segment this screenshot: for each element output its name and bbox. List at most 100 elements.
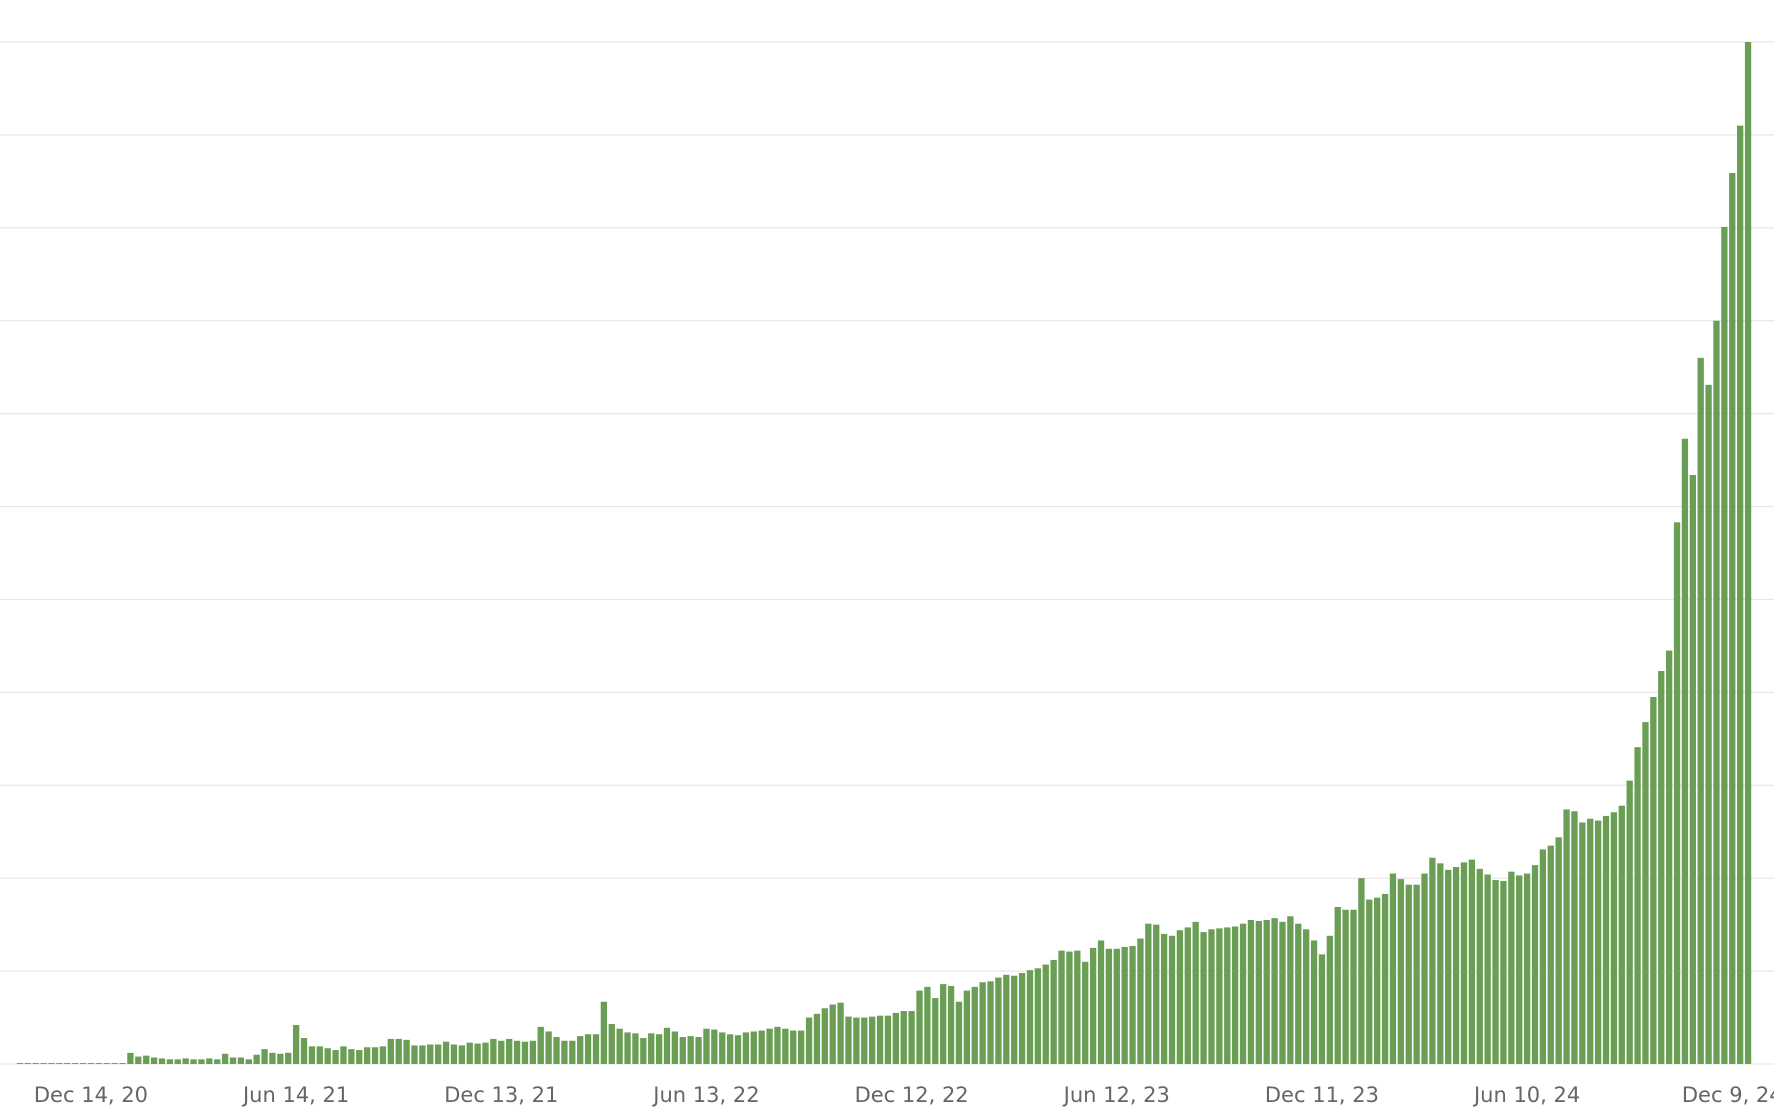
bar — [490, 1038, 497, 1064]
bar — [1492, 880, 1499, 1064]
bar — [853, 1017, 860, 1064]
bar — [695, 1037, 702, 1064]
x-tick-label: Dec 13, 21 — [444, 1083, 558, 1107]
bar — [332, 1050, 339, 1064]
bar — [72, 1063, 79, 1064]
bar — [513, 1040, 521, 1064]
bar — [1729, 173, 1736, 1064]
bar — [608, 1024, 615, 1064]
bar — [592, 1034, 600, 1064]
bar — [1650, 697, 1657, 1064]
bar — [687, 1036, 694, 1064]
bar — [869, 1016, 876, 1064]
bar — [458, 1045, 465, 1064]
x-tick-label: Dec 9, 24 — [1682, 1083, 1774, 1107]
bar — [64, 1063, 71, 1064]
bar — [655, 1034, 663, 1064]
bar — [1618, 805, 1625, 1064]
bar — [1239, 923, 1247, 1064]
bar — [1318, 954, 1326, 1064]
bar — [1279, 921, 1286, 1064]
bar — [221, 1053, 229, 1064]
bar — [1397, 879, 1405, 1064]
bar — [387, 1038, 394, 1064]
bar — [1224, 927, 1231, 1064]
bar — [797, 1030, 805, 1064]
bar — [1366, 899, 1373, 1064]
bar — [1097, 940, 1105, 1064]
bar — [143, 1055, 150, 1064]
bar — [1445, 869, 1452, 1064]
bar — [1129, 946, 1136, 1064]
bar — [537, 1026, 544, 1064]
bar — [482, 1042, 489, 1064]
bar — [521, 1041, 529, 1064]
bar — [845, 1016, 852, 1064]
bar — [1184, 927, 1191, 1064]
bar — [1247, 919, 1255, 1064]
bar — [1658, 670, 1665, 1064]
bar — [932, 998, 939, 1064]
bar — [553, 1037, 560, 1064]
bar — [1452, 867, 1460, 1064]
bar — [995, 977, 1002, 1064]
bar — [940, 984, 947, 1064]
bar — [158, 1058, 166, 1064]
bar — [1681, 438, 1689, 1065]
bar — [632, 1033, 639, 1064]
bar — [1374, 897, 1381, 1064]
bar — [87, 1063, 95, 1064]
bar — [285, 1052, 292, 1064]
bar — [545, 1031, 552, 1064]
bar — [782, 1028, 789, 1064]
bar — [1208, 929, 1215, 1064]
bar — [166, 1059, 174, 1064]
bar — [971, 986, 978, 1064]
bar — [1042, 964, 1049, 1064]
bar — [292, 1024, 300, 1064]
bar — [127, 1052, 134, 1064]
bar — [577, 1036, 584, 1064]
bar — [16, 1063, 24, 1064]
bar — [979, 982, 986, 1064]
bar — [671, 1031, 679, 1064]
bar — [1523, 873, 1531, 1064]
bar — [1066, 951, 1073, 1064]
bar — [356, 1050, 363, 1064]
bar — [1539, 849, 1547, 1064]
bar — [569, 1040, 576, 1064]
bar — [1626, 780, 1633, 1064]
bar — [308, 1046, 316, 1064]
bar — [813, 1013, 821, 1064]
bar — [711, 1029, 718, 1064]
bar — [1310, 940, 1318, 1064]
x-tick-label: Dec 12, 22 — [855, 1083, 969, 1107]
bar — [316, 1046, 323, 1064]
bar — [790, 1030, 797, 1064]
bar — [774, 1026, 781, 1064]
bar — [1602, 815, 1610, 1064]
bar — [837, 1002, 844, 1064]
bar — [1563, 809, 1570, 1064]
bar — [450, 1044, 458, 1064]
bar — [1271, 918, 1278, 1064]
bar — [947, 985, 955, 1064]
gridlines — [0, 41, 1774, 1065]
x-tick-label: Dec 14, 20 — [34, 1083, 148, 1107]
bar — [1579, 822, 1586, 1064]
bar — [1145, 923, 1152, 1064]
bar — [371, 1047, 379, 1064]
bar — [277, 1053, 284, 1064]
x-axis: Dec 14, 20 Jun 14, 21 Dec 13, 21 Jun 13, 22… — [34, 1083, 1774, 1107]
bar — [1665, 650, 1673, 1064]
bar — [584, 1034, 592, 1064]
bar — [214, 1059, 221, 1064]
bar — [300, 1037, 308, 1064]
bar — [561, 1040, 568, 1064]
bar — [32, 1063, 39, 1064]
bar — [1468, 859, 1476, 1064]
bar — [56, 1063, 63, 1064]
bar — [1381, 893, 1389, 1064]
bar — [1089, 947, 1097, 1064]
bar — [324, 1048, 331, 1064]
